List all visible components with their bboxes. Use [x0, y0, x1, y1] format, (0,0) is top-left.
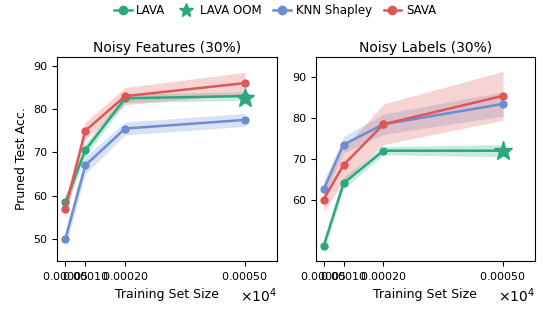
- Title: Noisy Labels (30%): Noisy Labels (30%): [359, 41, 492, 55]
- X-axis label: Training Set Size: Training Set Size: [115, 288, 219, 301]
- Legend: LAVA, LAVA OOM, KNN Shapley, SAVA: LAVA, LAVA OOM, KNN Shapley, SAVA: [109, 0, 441, 22]
- Title: Noisy Features (30%): Noisy Features (30%): [93, 41, 241, 55]
- X-axis label: Training Set Size: Training Set Size: [373, 288, 477, 301]
- Y-axis label: Pruned Test Acc.: Pruned Test Acc.: [15, 108, 28, 210]
